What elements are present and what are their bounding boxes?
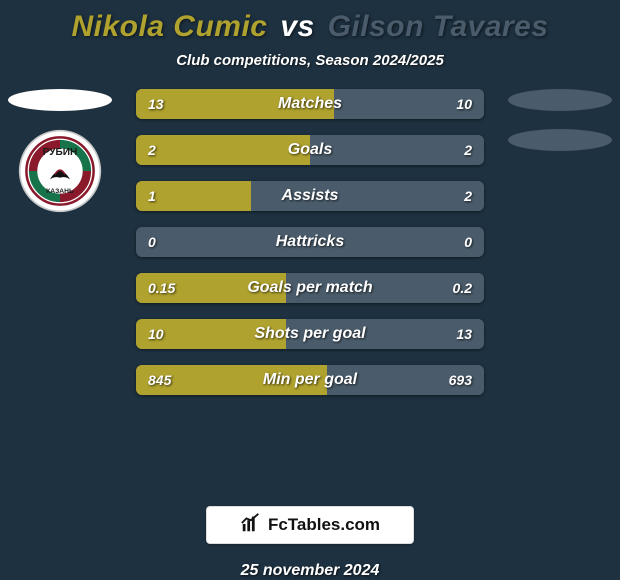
chart-icon (240, 512, 262, 539)
club-badge-left: РУБИН КАЗАНЬ (18, 129, 102, 213)
stat-label: Shots per goal (136, 319, 484, 349)
stat-label: Matches (136, 89, 484, 119)
page-title: Nikola Cumic vs Gilson Tavares (71, 10, 548, 44)
subtitle: Club competitions, Season 2024/2025 (176, 52, 444, 69)
date-text: 25 november 2024 (241, 562, 380, 580)
stat-rows: 1310Matches 22Goals 12Assists 00Hattricks 0.… (136, 89, 484, 395)
title-player1: Nikola Cumic (71, 10, 267, 43)
stat-label: Min per goal (136, 365, 484, 395)
stat-row: 12Assists (136, 181, 484, 211)
svg-text:РУБИН: РУБИН (43, 147, 78, 158)
flag-left (8, 89, 112, 111)
stat-row: 0.150.2Goals per match (136, 273, 484, 303)
stat-label: Assists (136, 181, 484, 211)
stat-row: 00Hattricks (136, 227, 484, 257)
flag-right-1 (508, 89, 612, 111)
content-wrapper: Nikola Cumic vs Gilson Tavares Club comp… (0, 0, 620, 580)
stat-row: 22Goals (136, 135, 484, 165)
flag-right-2 (508, 129, 612, 151)
stat-row: 845693Min per goal (136, 365, 484, 395)
stat-row: 1013Shots per goal (136, 319, 484, 349)
title-vs: vs (276, 10, 318, 43)
title-player2: Gilson Tavares (328, 10, 549, 43)
right-side (500, 89, 620, 151)
svg-text:КАЗАНЬ: КАЗАНЬ (46, 188, 74, 195)
stat-label: Goals (136, 135, 484, 165)
stat-label: Goals per match (136, 273, 484, 303)
stat-row: 1310Matches (136, 89, 484, 119)
comparison-area: РУБИН КАЗАНЬ 1310Matches 22Goals 12Assists… (0, 89, 620, 494)
brand-text: FcTables.com (268, 515, 380, 535)
brand-badge: FcTables.com (206, 506, 414, 544)
stat-label: Hattricks (136, 227, 484, 257)
left-side: РУБИН КАЗАНЬ (0, 89, 120, 213)
